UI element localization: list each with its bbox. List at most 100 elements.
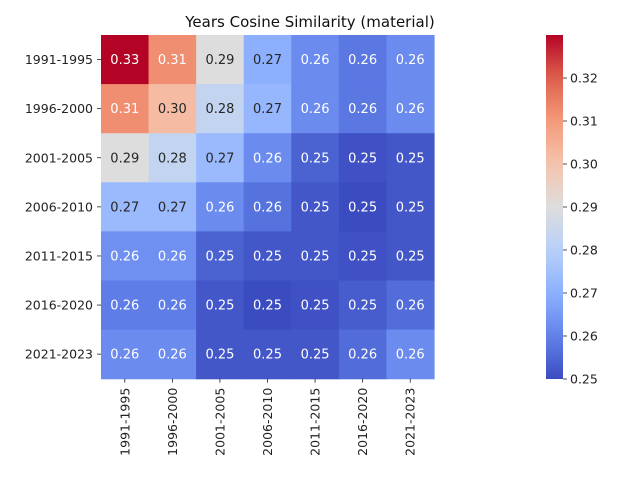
cell-value-label: 0.25 xyxy=(348,200,377,215)
cell-value-label: 0.26 xyxy=(396,299,425,314)
heatmap-cell xyxy=(338,280,388,331)
heatmap-cell xyxy=(386,280,435,331)
heatmap-cell xyxy=(291,84,340,134)
cell-value-label: 0.31 xyxy=(158,53,187,68)
x-tick-label: 2001-2005 xyxy=(212,388,227,456)
cell-value-label: 0.27 xyxy=(158,200,187,215)
cell-value-label: 0.25 xyxy=(301,299,330,314)
cell-value-label: 0.33 xyxy=(110,53,139,68)
heatmap-cell xyxy=(243,329,292,380)
heatmap-cell xyxy=(101,182,150,232)
cell-value-label: 0.26 xyxy=(158,249,187,264)
heatmap-cell xyxy=(338,133,388,183)
colorbar-tick-label: 0.26 xyxy=(570,329,598,344)
x-axis: 1991-1995 1996-2000 2001-2005 2006-2010 2011… xyxy=(117,378,418,456)
heatmap-cell xyxy=(338,231,388,282)
cell-value-label: 0.27 xyxy=(253,53,282,68)
cell-value-label: 0.31 xyxy=(110,102,139,117)
colorbar-tick-label: 0.29 xyxy=(570,200,598,215)
heatmap-cell xyxy=(291,35,340,85)
cell-value-label: 0.26 xyxy=(158,348,187,363)
heatmap-cell xyxy=(101,133,150,183)
cell-value-label: 0.25 xyxy=(396,151,425,166)
heatmap-cell xyxy=(291,182,340,232)
heatmap-cell xyxy=(148,35,197,85)
y-tick-label: 1991-1995 xyxy=(25,52,93,67)
heatmap-cell xyxy=(148,133,197,183)
x-tick-label: 2021-2023 xyxy=(403,388,418,456)
cell-value-label: 0.30 xyxy=(158,102,187,117)
cell-value-label: 0.25 xyxy=(348,151,377,166)
cell-value-label: 0.26 xyxy=(301,53,330,68)
heatmap-cell xyxy=(101,280,150,331)
heatmap-cell xyxy=(148,231,197,282)
colorbar-tick-label: 0.25 xyxy=(570,372,598,387)
y-tick-label: 2016-2020 xyxy=(25,298,93,313)
y-tick-label: 1996-2000 xyxy=(25,101,93,116)
x-tick-label: 1991-1995 xyxy=(117,388,132,456)
heatmap-cell xyxy=(243,84,292,134)
cell-value-label: 0.26 xyxy=(348,348,377,363)
heatmap-cells xyxy=(101,35,435,380)
cell-value-label: 0.26 xyxy=(396,348,425,363)
heatmap-cell xyxy=(243,133,292,183)
heatmap-cell xyxy=(243,182,292,232)
heatmap-cell xyxy=(148,84,197,134)
cell-value-label: 0.25 xyxy=(301,249,330,264)
heatmap-cell xyxy=(196,84,245,134)
cell-value-label: 0.26 xyxy=(253,200,282,215)
cell-value-label: 0.26 xyxy=(396,53,425,68)
heatmap-cell xyxy=(243,280,292,331)
heatmap-cell xyxy=(196,231,245,282)
y-tick-label: 2001-2005 xyxy=(25,150,93,165)
cell-value-label: 0.26 xyxy=(396,102,425,117)
heatmap-cell xyxy=(291,231,340,282)
heatmap-cell xyxy=(338,329,388,380)
cell-value-label: 0.28 xyxy=(205,102,234,117)
cell-value-label: 0.27 xyxy=(110,200,139,215)
heatmap-cell xyxy=(386,35,435,85)
cell-value-label: 0.29 xyxy=(205,53,234,68)
cell-value-label: 0.26 xyxy=(110,249,139,264)
cell-value-label: 0.29 xyxy=(110,151,139,166)
cell-value-label: 0.25 xyxy=(253,348,282,363)
heatmap-cell xyxy=(291,280,340,331)
cell-value-label: 0.25 xyxy=(348,249,377,264)
heatmap-cell xyxy=(386,182,435,232)
colorbar-tick-label: 0.30 xyxy=(570,157,598,172)
cell-value-label: 0.25 xyxy=(205,348,234,363)
cell-value-label: 0.26 xyxy=(205,200,234,215)
colorbar-tick-label: 0.27 xyxy=(570,286,598,301)
heatmap-cell xyxy=(196,133,245,183)
cell-value-label: 0.25 xyxy=(396,249,425,264)
x-tick-label: 2016-2020 xyxy=(355,388,370,456)
cell-value-label: 0.26 xyxy=(301,102,330,117)
cell-value-label: 0.25 xyxy=(348,299,377,314)
heatmap-cell xyxy=(101,35,150,85)
colorbar-tick-label: 0.32 xyxy=(570,71,598,86)
y-tick-label: 2006-2010 xyxy=(25,199,93,214)
cell-value-label: 0.26 xyxy=(348,102,377,117)
x-tick-label: 2011-2015 xyxy=(308,388,323,456)
heatmap-cell xyxy=(338,182,388,232)
cell-value-label: 0.25 xyxy=(301,348,330,363)
heatmap-cell xyxy=(243,231,292,282)
heatmap-cell xyxy=(196,182,245,232)
heatmap-cell xyxy=(291,133,340,183)
cell-value-label: 0.27 xyxy=(205,151,234,166)
cell-value-label: 0.26 xyxy=(110,348,139,363)
heatmap-cell xyxy=(196,35,245,85)
heatmap-cell xyxy=(386,329,435,380)
cell-value-label: 0.25 xyxy=(205,249,234,264)
x-tick-label: 1996-2000 xyxy=(165,388,180,456)
cell-value-label: 0.25 xyxy=(253,249,282,264)
cell-value-label: 0.26 xyxy=(253,151,282,166)
heatmap-cell xyxy=(148,280,197,331)
heatmap-cell-labels: 0.33 0.31 0.29 0.27 0.26 0.26 0.26 0.31 0.30 0.28… xyxy=(110,53,424,363)
heatmap-cell xyxy=(148,182,197,232)
cell-value-label: 0.28 xyxy=(158,151,187,166)
cell-value-label: 0.25 xyxy=(301,200,330,215)
cell-value-label: 0.25 xyxy=(253,299,282,314)
heatmap-cell xyxy=(196,280,245,331)
